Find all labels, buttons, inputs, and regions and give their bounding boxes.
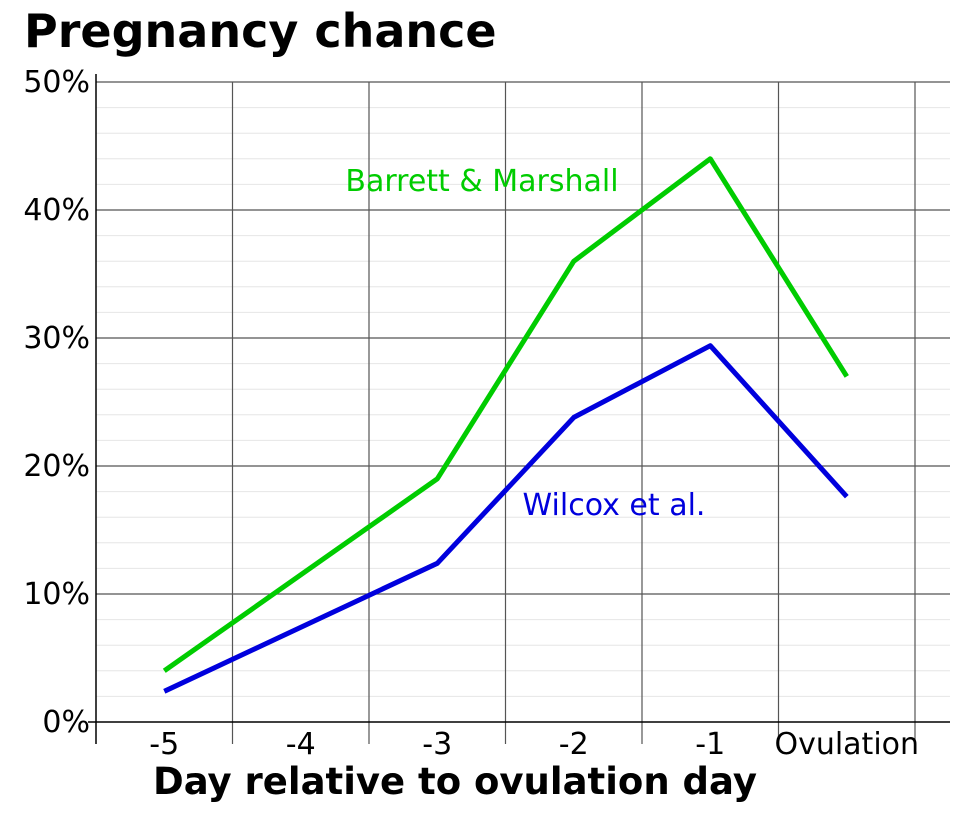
x-tick-label: Ovulation [774,727,919,762]
y-tick-label: 0% [42,705,90,740]
axes [88,74,950,744]
x-tick-label: -1 [695,727,725,762]
series-line-1 [163,343,849,694]
series-label-wilcox: Wilcox et al. [523,488,706,523]
x-tick-label: -3 [422,727,452,762]
y-tick-label: 30% [23,321,90,356]
y-tick-label: 40% [23,193,90,228]
series-label-barrett-marshall: Barrett & Marshall [345,164,618,199]
y-tick-label: 10% [23,577,90,612]
chart-title: Pregnancy chance [24,4,497,58]
x-tick-label: -4 [286,727,316,762]
y-tick-label: 50% [23,65,90,100]
series-lines [162,156,849,694]
series-line-0 [162,156,849,673]
x-tick-label: -2 [559,727,589,762]
x-tick-labels: -5 -4 -3 -2 -1 Ovulation [149,727,919,762]
y-tick-label: 20% [23,449,90,484]
y-tick-labels: 0% 10% 20% 30% 40% 50% [23,65,90,740]
x-axis-label: Day relative to ovulation day [153,760,757,803]
x-tick-label: -5 [149,727,179,762]
grid [96,81,950,744]
